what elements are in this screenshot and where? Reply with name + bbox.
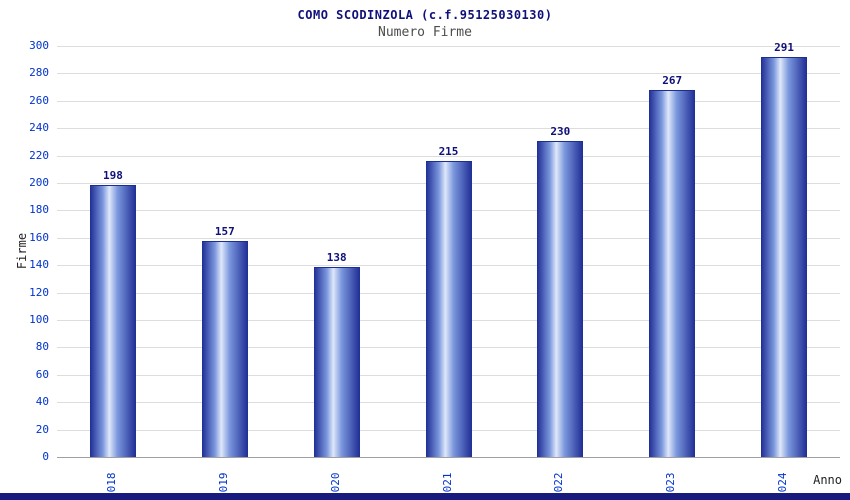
y-tick-labels: 0 20 40 60 80 100 120 140 160 180 200 220 240 260 280 3… [0, 39, 49, 463]
y-tick-label: 40 [35, 395, 49, 409]
y-tick-label: 300 [29, 39, 49, 52]
bar [761, 57, 808, 457]
x-axis-label: Anno [813, 473, 842, 487]
bar-value-label: 198 [102, 168, 123, 182]
bar [425, 161, 472, 457]
y-tick-label: 200 [29, 176, 49, 189]
gridline [57, 46, 840, 47]
y-tick-label: 140 [29, 258, 49, 272]
bar-value-label: 157 [214, 224, 235, 238]
y-tick-label: 80 [35, 340, 49, 354]
bar [313, 266, 360, 457]
y-tick-label: 280 [29, 66, 49, 80]
y-tick-label: 100 [29, 313, 49, 326]
chart-title: COMO SCODINZOLA (c.f.95125030130) [297, 8, 553, 22]
bar-value-label: 215 [438, 145, 459, 159]
y-tick-label: 220 [29, 148, 49, 162]
y-tick-label: 0 [42, 450, 49, 463]
gridline [57, 100, 840, 102]
gridline [57, 155, 840, 157]
plot-area: 198 157 138 215 230 267 291 [57, 41, 840, 458]
y-tick-label: 120 [29, 285, 49, 299]
y-tick-label: 60 [35, 367, 49, 381]
bar-value-label: 230 [550, 124, 571, 138]
y-tick-label: 260 [29, 93, 49, 107]
bar-value-label: 291 [774, 41, 794, 55]
gridline [57, 73, 840, 75]
chart-subtitle: Numero Firme [378, 25, 472, 40]
bar [537, 140, 584, 457]
bar [201, 240, 248, 457]
bar-value-label: 267 [662, 74, 683, 88]
bottom-strip [0, 493, 850, 500]
y-tick-label: 180 [29, 203, 49, 217]
bar [649, 90, 696, 457]
y-tick-label: 20 [35, 422, 49, 436]
y-tick-label: 160 [29, 230, 49, 244]
bar-value-label: 138 [326, 250, 347, 264]
bar [89, 184, 136, 457]
y-tick-label: 240 [29, 121, 49, 135]
gridline [57, 128, 840, 130]
